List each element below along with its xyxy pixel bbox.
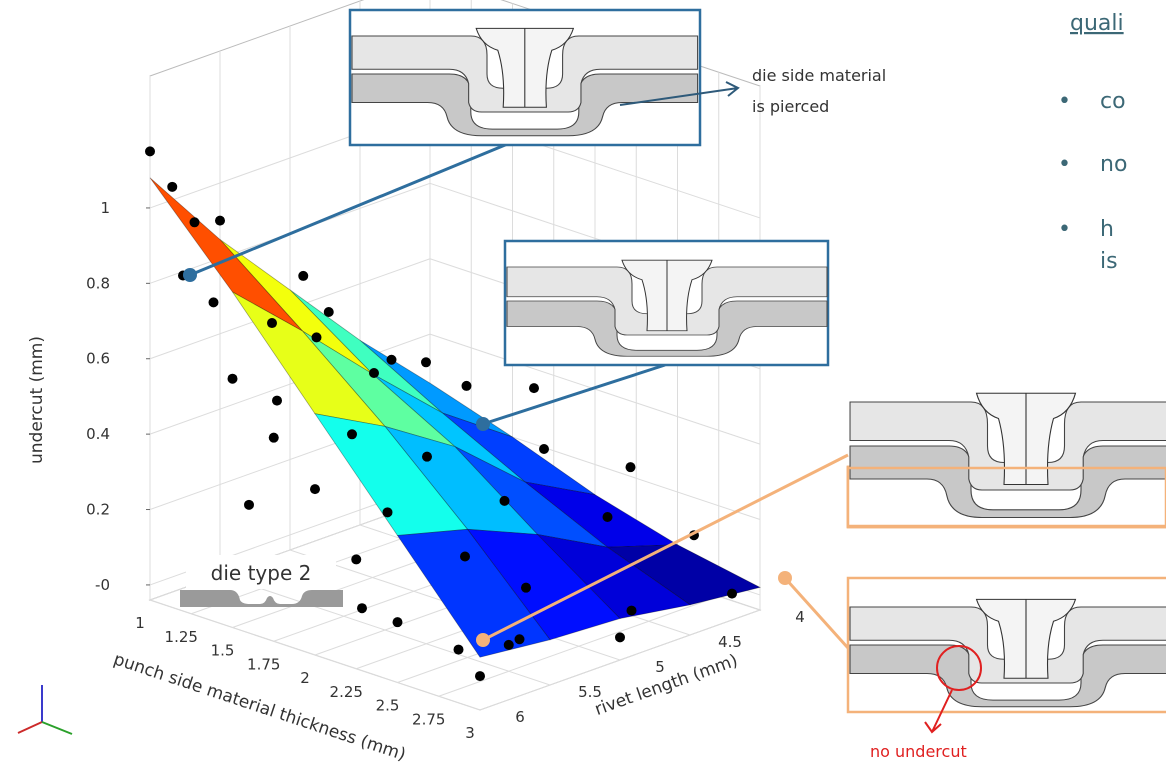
bullet-dot: •	[1058, 217, 1071, 242]
z-tick-label: 0.6	[86, 350, 110, 368]
annotation: no undercut	[870, 742, 967, 761]
scatter-point	[312, 332, 322, 342]
x-tick-label: 1	[135, 614, 145, 632]
scatter-point	[454, 645, 464, 655]
bullet-dot: •	[1058, 152, 1071, 177]
scatter-point	[500, 496, 510, 506]
scatter-point	[167, 182, 177, 192]
scatter-point	[422, 452, 432, 462]
scatter-point	[351, 554, 361, 564]
x-tick-label: 3	[465, 724, 475, 742]
x-tick-label: 2	[300, 669, 310, 687]
heading: quali	[1070, 11, 1124, 36]
scatter-point	[529, 383, 539, 393]
scatter-point	[145, 146, 155, 156]
scatter-point	[515, 634, 525, 644]
scatter-point	[324, 307, 334, 317]
scatter-point	[475, 671, 485, 681]
x-tick-label: 1.75	[247, 655, 280, 673]
scatter-point	[357, 603, 367, 613]
scatter-point	[539, 444, 549, 454]
scatter-point	[369, 368, 379, 378]
scatter-point	[421, 357, 431, 367]
annotation: die side material	[752, 66, 886, 85]
annotation: is pierced	[752, 97, 829, 116]
highlight-point	[476, 417, 490, 431]
z-tick-label: 0.8	[86, 274, 110, 292]
z-tick-label: 0.4	[86, 425, 110, 443]
scatter-point	[615, 632, 625, 642]
bullet-dot: •	[1058, 89, 1071, 114]
scatter-point	[244, 500, 254, 510]
scatter-point	[190, 217, 200, 227]
x-tick-label: 2.5	[376, 697, 400, 715]
scatter-point	[267, 318, 277, 328]
y-tick-label: 4	[795, 608, 805, 626]
x-tick-label: 1.25	[165, 628, 198, 646]
scatter-point	[298, 271, 308, 281]
scatter-point	[626, 462, 636, 472]
scatter-point	[209, 297, 219, 307]
scatter-point	[727, 589, 737, 599]
scatter-point	[347, 429, 357, 439]
slide: -0 0.2 0.4 0.6 0.8 1 1 1.25 1.5 1.75 2 2.25 2.5 2.75 3…	[0, 0, 1166, 777]
highlight-point	[183, 268, 197, 282]
z-tick-label: 1	[100, 199, 110, 217]
bullet: h	[1100, 217, 1114, 242]
scatter-point	[272, 396, 282, 406]
scatter-point	[627, 606, 637, 616]
highlight-point	[778, 571, 792, 585]
scatter-point	[310, 484, 320, 494]
triad-y	[42, 722, 72, 734]
highlight-point	[476, 633, 490, 647]
x-tick-label: 2.75	[412, 710, 445, 728]
bullet: is	[1100, 249, 1118, 274]
bullet: co	[1100, 89, 1126, 114]
scatter-point	[460, 552, 470, 562]
scatter-point	[228, 374, 238, 384]
y-tick-label: 5	[655, 658, 665, 676]
bullet: no	[1100, 152, 1127, 177]
z-axis-title: undercut (mm)	[27, 336, 47, 464]
x-tick-label: 2.25	[330, 683, 363, 701]
scatter-point	[603, 512, 613, 522]
triad-x	[18, 722, 42, 733]
z-tick-label: -0	[95, 576, 110, 594]
y-tick-label: 6	[515, 708, 525, 726]
scatter-point	[383, 507, 393, 517]
scatter-point	[393, 617, 403, 627]
scatter-point	[269, 433, 279, 443]
scatter-point	[521, 583, 531, 593]
annotation: die type 2	[211, 561, 312, 585]
scatter-point	[504, 640, 514, 650]
z-tick-label: 0.2	[86, 501, 110, 519]
scatter-point	[462, 381, 472, 391]
x-tick-label: 1.5	[211, 642, 235, 660]
scatter-point	[387, 355, 397, 365]
scatter-point	[215, 216, 225, 226]
y-tick-label: 4.5	[718, 633, 742, 651]
